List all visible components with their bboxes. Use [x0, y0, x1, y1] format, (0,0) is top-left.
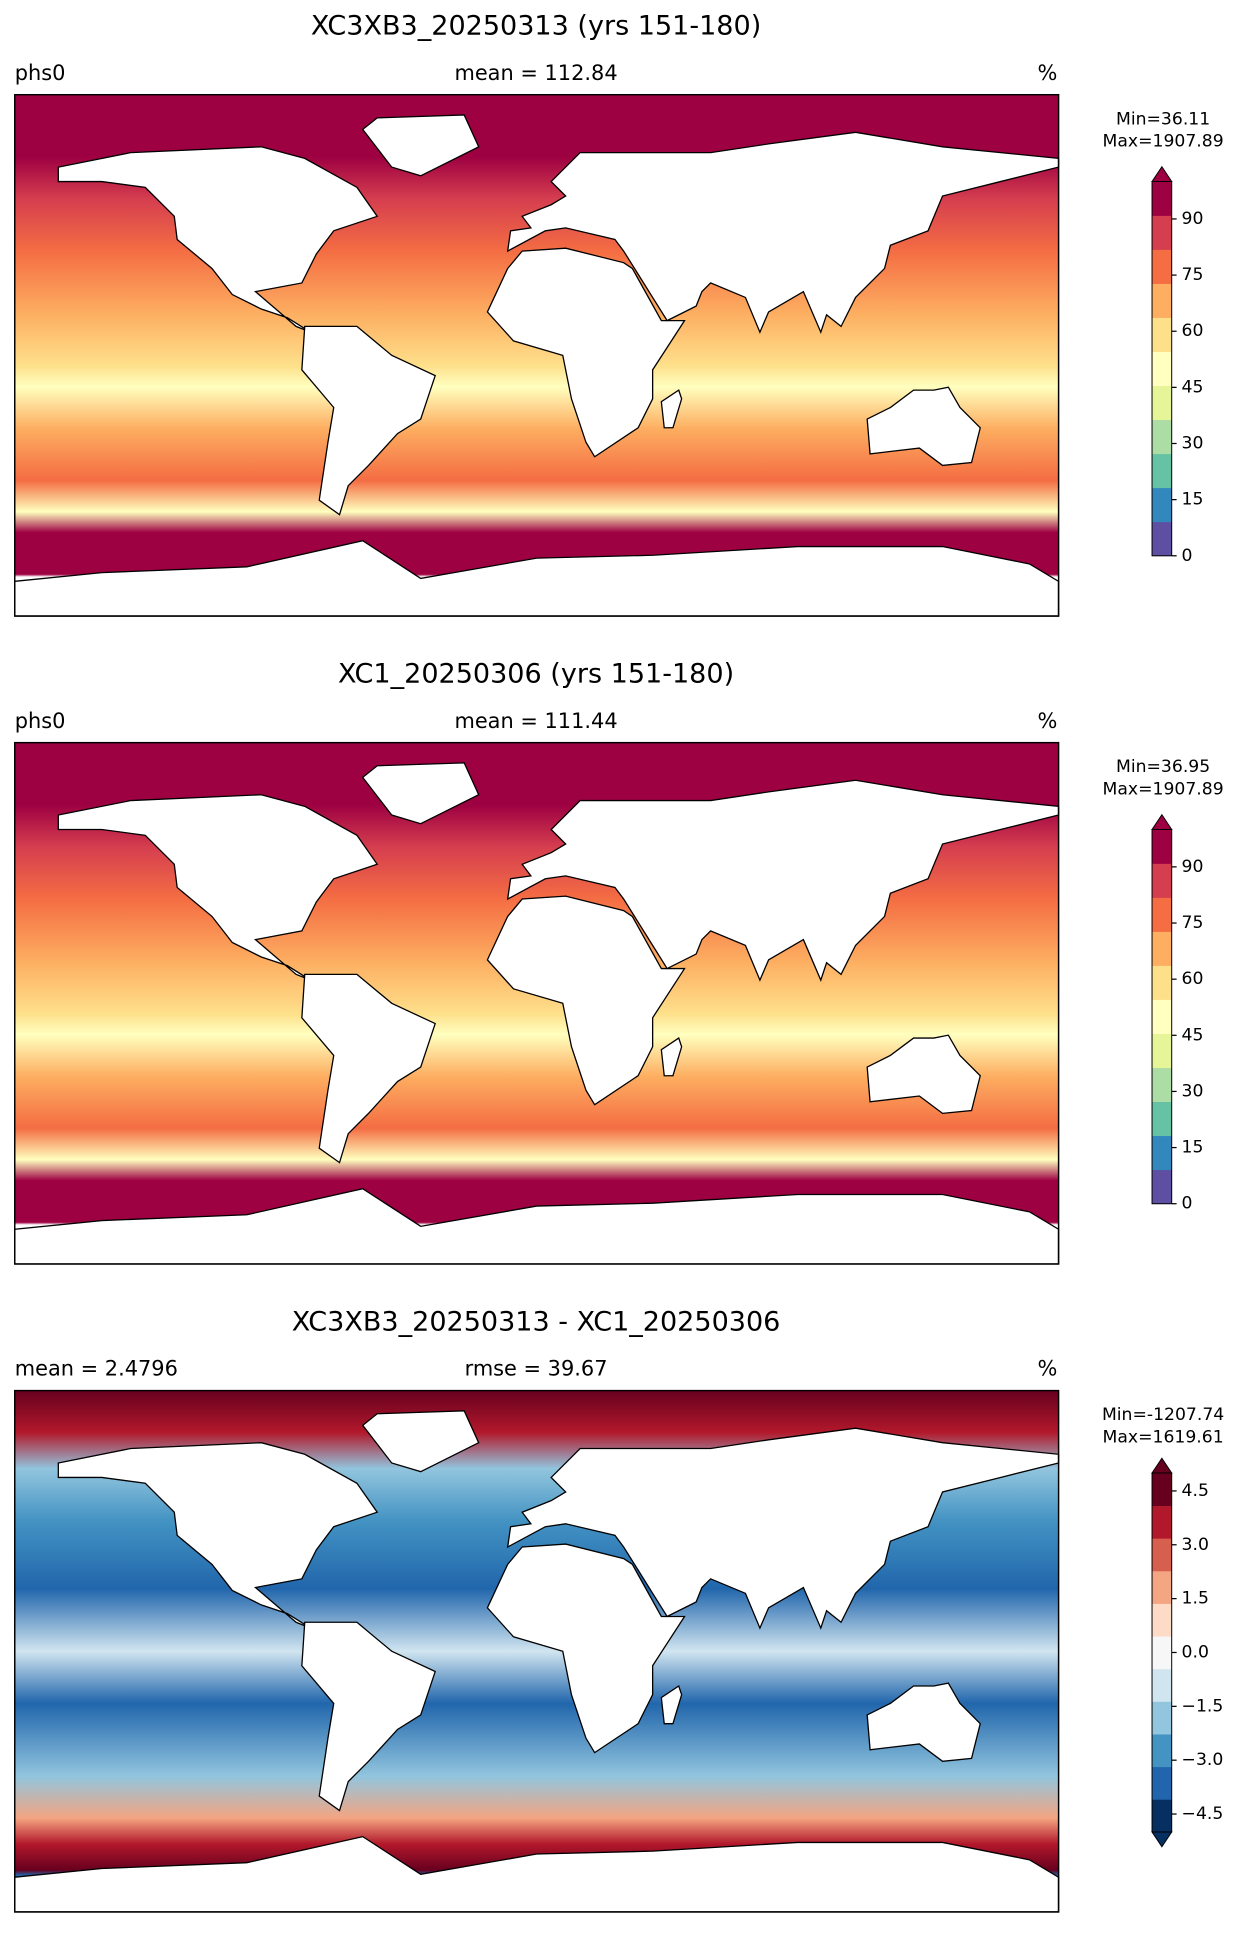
colorbar-segment [1152, 1668, 1172, 1702]
colorbar-segment [1152, 487, 1172, 523]
colorbar-segment [1152, 521, 1172, 557]
colorbar-tick-label: 15 [1182, 1138, 1204, 1158]
map [14, 741, 1060, 1265]
colorbar-tick-label: 75 [1182, 913, 1204, 933]
colorbar-tick-label: 90 [1182, 857, 1204, 877]
colorbar-segment [1152, 1799, 1172, 1833]
colorbar-tick-label: 90 [1182, 209, 1204, 229]
colorbar-tick-label: 4.5 [1182, 1481, 1209, 1501]
colorbar-frame [1151, 181, 1173, 557]
stat-label: Max=1619.61 [1103, 1427, 1224, 1447]
stat-label: Max=1907.89 [1103, 131, 1224, 151]
colorbar-segment [1152, 453, 1172, 489]
colorbar-segment [1152, 181, 1172, 216]
right-label: % [1038, 709, 1058, 733]
colorbar-extend-max [1151, 1457, 1173, 1474]
colorbar-extend-max [1151, 813, 1173, 830]
colorbar-segment [1152, 1766, 1172, 1800]
colorbar-segment [1152, 1135, 1172, 1171]
colorbar-segment [1152, 419, 1172, 455]
colorbar-segment [1152, 215, 1172, 250]
colorbar-extend-max [1151, 165, 1173, 183]
colorbar-tick-label: 75 [1182, 265, 1204, 285]
colorbar-segment [1152, 1505, 1172, 1539]
colorbar-segment [1152, 1169, 1172, 1205]
colorbar-segment [1152, 249, 1172, 284]
colorbar-tick-label: −3.0 [1182, 1750, 1224, 1770]
center-label: mean = 111.44 [454, 709, 617, 733]
colorbar-tick-label: 0 [1182, 546, 1193, 566]
stat-label: Min=-1207.74 [1102, 1405, 1224, 1425]
colorbar-segment [1152, 1603, 1172, 1637]
colorbar-segment [1152, 1033, 1172, 1068]
colorbar-segment [1152, 931, 1172, 966]
colorbar-tick-label: 30 [1182, 1081, 1204, 1101]
colorbar-extend-min [1151, 1831, 1173, 1848]
colorbar-segment [1152, 1701, 1172, 1735]
colorbar-segment [1152, 863, 1172, 898]
colorbar-segment [1152, 965, 1172, 1000]
colorbar-segment [1152, 317, 1172, 353]
center-label: mean = 112.84 [454, 61, 617, 85]
colorbar-segment [1152, 385, 1172, 421]
colorbar-segment [1152, 283, 1172, 318]
colorbar-segment [1152, 1101, 1172, 1137]
colorbar-tick-label: 0 [1182, 1194, 1193, 1214]
colorbar-segment [1152, 829, 1172, 864]
colorbar-segment [1152, 1570, 1172, 1604]
panel-title: XC1_20250306 (yrs 151-180) [338, 659, 734, 690]
colorbar-tick-label: 3.0 [1182, 1535, 1209, 1555]
colorbar-frame [1151, 828, 1173, 1205]
map [14, 93, 1060, 617]
colorbar-tick-label: 1.5 [1182, 1589, 1209, 1609]
left-label: phs0 [15, 709, 66, 733]
map-frame [14, 1389, 1060, 1913]
panel: XC3XB3_20250313 (yrs 151-180) phs0 mean = … [14, 11, 1224, 617]
colorbar-tick-label: −4.5 [1182, 1804, 1224, 1824]
colorbar-tick-label: 0.0 [1182, 1642, 1209, 1662]
panel-title: XC3XB3_20250313 (yrs 151-180) [311, 11, 761, 42]
stat-label: Max=1907.89 [1103, 779, 1224, 799]
left-label: phs0 [15, 61, 66, 85]
colorbar-segment [1152, 1538, 1172, 1572]
stat-label: Min=36.95 [1116, 757, 1210, 777]
right-label: % [1038, 1357, 1058, 1381]
colorbar-tick-label: −1.5 [1182, 1696, 1224, 1716]
colorbar-segment [1152, 1734, 1172, 1768]
colorbar-segment [1152, 1067, 1172, 1103]
colorbar-tick-label: 60 [1182, 969, 1204, 989]
colorbar-segment [1152, 351, 1172, 387]
colorbar-tick-label: 15 [1182, 490, 1204, 510]
colorbar-tick-label: 30 [1182, 433, 1204, 453]
center-label: rmse = 39.67 [465, 1357, 608, 1381]
map-frame [14, 93, 1060, 617]
left-label: mean = 2.4796 [15, 1357, 178, 1381]
colorbar-segment [1152, 1636, 1172, 1670]
map [14, 1389, 1060, 1913]
colorbar-tick-label: 45 [1182, 377, 1204, 397]
right-label: % [1038, 61, 1058, 85]
panel: XC1_20250306 (yrs 151-180) phs0 mean = 111… [14, 659, 1224, 1265]
colorbar-segment [1152, 1472, 1172, 1506]
colorbar-segment [1152, 999, 1172, 1034]
map-frame [14, 741, 1060, 1265]
colorbar-tick-label: 60 [1182, 321, 1204, 341]
panel-title: XC3XB3_20250313 - XC1_20250306 [292, 1306, 781, 1337]
colorbar-tick-label: 45 [1182, 1025, 1204, 1045]
stat-label: Min=36.11 [1116, 109, 1210, 129]
colorbar-segment [1152, 897, 1172, 932]
